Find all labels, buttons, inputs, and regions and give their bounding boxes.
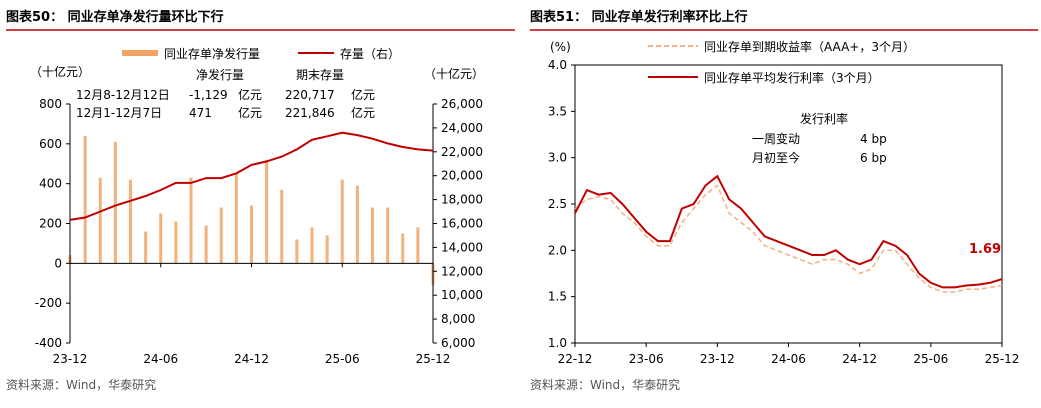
left-y-tick-label: 400 xyxy=(39,177,62,191)
issue-rate-line xyxy=(574,174,1003,289)
net-issuance-bar xyxy=(401,233,405,264)
x-tick-label: 23-06 xyxy=(629,352,664,366)
right-y-unit-label: (%) xyxy=(550,40,571,54)
left-legend-bar-label: 同业存单净发行量 xyxy=(164,46,260,61)
right-title: 图表51： 同业存单发行利率环比上行 xyxy=(530,9,748,25)
x-tick-label: 24-06 xyxy=(143,352,178,366)
x-tick-label: 23-12 xyxy=(53,352,88,366)
right-y-tick-label: 12,000 xyxy=(441,264,483,278)
net-issuance-bar xyxy=(280,189,284,264)
right-y-tick-label: 22,000 xyxy=(441,145,483,159)
rate-box-title: 发行利率 xyxy=(800,111,848,126)
right-axes: 1.0 1.5 2.0 2.5 3.0 3.5 4.0 22-12 23-06 23-12 24-0… xyxy=(548,58,1020,366)
x-tick-label: 24-12 xyxy=(842,352,877,366)
plot-frame xyxy=(574,64,1003,344)
x-tick-label: 23-12 xyxy=(700,352,735,366)
net-issuance-bar xyxy=(204,225,208,264)
net-issuance-bar xyxy=(416,227,420,264)
left-source: 资料来源：Wind，华泰研究 xyxy=(6,377,156,392)
net-issuance-bar xyxy=(295,239,299,264)
right-legend-dashed-label: 同业存单到期收益率（AAA+，3个月） xyxy=(704,39,915,54)
x-tick-label: 24-06 xyxy=(771,352,806,366)
rate-box-row-1-label: 一周变动 xyxy=(752,131,800,146)
right-y-tick-label: 14,000 xyxy=(441,240,483,254)
net-issuance-bar xyxy=(234,173,238,264)
right-y-unit: （十亿元） xyxy=(424,66,484,81)
left-legend-bar-swatch xyxy=(122,50,158,56)
left-panel: 图表50： 同业存单净发行量环比下行 同业存单净发行量 存量（右） （十亿元） … xyxy=(6,9,515,392)
net-issuance-bar xyxy=(386,207,390,264)
net-issuance-bar xyxy=(83,135,87,264)
table-row-2-stock-unit: 亿元 xyxy=(351,105,375,120)
right-y-tick-label: 10,000 xyxy=(441,288,483,302)
net-issuance-bar xyxy=(129,179,132,264)
table-row-2-stock: 221,846 xyxy=(285,106,335,120)
net-issuance-bar xyxy=(265,159,269,264)
y-tick-label: 1.5 xyxy=(548,290,567,304)
stock-line xyxy=(69,131,434,221)
net-issuance-bar xyxy=(113,141,117,264)
table-row-1-net: -1,129 xyxy=(189,88,228,102)
x-tick-label: 25-12 xyxy=(416,352,451,366)
net-issuance-bar xyxy=(159,213,163,264)
right-source: 资料来源：Wind，华泰研究 xyxy=(530,377,680,392)
table-header-net: 净发行量 xyxy=(196,67,244,82)
x-tick-label: 25-06 xyxy=(913,352,948,366)
net-issuance-bar xyxy=(250,205,253,264)
net-issuance-bar xyxy=(219,207,223,264)
right-panel: 图表51： 同业存单发行利率环比上行 (%) 同业存单到期收益率（AAA+，3个… xyxy=(530,9,1038,392)
net-issuance-bar xyxy=(325,235,329,264)
net-issuance-bar xyxy=(189,177,193,264)
right-y-tick-label: 20,000 xyxy=(441,169,483,183)
left-y-tick-label: -400 xyxy=(35,336,62,350)
y-tick-label: 3.5 xyxy=(548,104,567,118)
left-y-tick-label: -200 xyxy=(35,296,62,310)
net-issuance-bar xyxy=(310,227,314,264)
net-issuance-bar xyxy=(340,179,344,264)
right-legend-solid-label: 同业存单平均发行利率（3个月） xyxy=(704,70,880,85)
net-issuance-bar xyxy=(371,207,374,264)
net-issuance-bar xyxy=(98,177,102,264)
net-issuance-bar xyxy=(355,185,359,264)
x-tick-label: 22-12 xyxy=(558,352,593,366)
right-y-tick-label: 16,000 xyxy=(441,217,483,231)
table-row-1-stock: 220,717 xyxy=(285,88,335,102)
last-value-label: 1.69 xyxy=(969,242,1001,257)
table-header-stock: 期末存量 xyxy=(296,68,344,82)
left-y-tick-label: 600 xyxy=(39,137,62,151)
left-y-unit: （十亿元） xyxy=(30,64,90,79)
left-legend-line-label: 存量（右） xyxy=(340,46,400,61)
left-y-tick-label: 800 xyxy=(39,97,62,111)
net-issuance-bar xyxy=(174,221,178,264)
net-issuance-bar xyxy=(144,231,148,264)
left-y-tick-label: 0 xyxy=(54,256,62,270)
y-tick-label: 3.0 xyxy=(548,151,567,165)
table-row-2-period: 12月1-12月7日 xyxy=(76,106,162,120)
right-y-tick-label: 24,000 xyxy=(441,121,483,135)
right-y-tick-label: 26,000 xyxy=(441,97,483,111)
rate-box-row-1-value: 4 bp xyxy=(860,132,887,146)
rate-box-row-2-value: 6 bp xyxy=(860,151,887,165)
y-tick-label: 1.0 xyxy=(548,336,567,350)
yield-line xyxy=(574,184,1003,293)
y-tick-label: 4.0 xyxy=(548,58,567,72)
y-tick-label: 2.0 xyxy=(548,243,567,257)
table-row-2-net: 471 xyxy=(189,106,212,120)
right-y-tick-label: 18,000 xyxy=(441,193,483,207)
table-row-1-stock-unit: 亿元 xyxy=(351,87,375,102)
left-title: 图表50： 同业存单净发行量环比下行 xyxy=(6,9,224,25)
left-axes: -400 -200 0 200 400 600 800 6,000 8,000 10,000 12,… xyxy=(35,97,483,366)
x-tick-label: 24-12 xyxy=(234,352,269,366)
right-y-tick-label: 8,000 xyxy=(441,312,475,326)
table-row-1-net-unit: 亿元 xyxy=(238,87,262,102)
table-row-2-net-unit: 亿元 xyxy=(238,105,262,120)
table-row-1-period: 12月8-12月12日 xyxy=(76,88,170,102)
right-y-tick-label: 6,000 xyxy=(441,336,475,350)
x-tick-label: 25-12 xyxy=(985,352,1020,366)
y-tick-label: 2.5 xyxy=(548,197,567,211)
rate-box-row-2-label: 月初至今 xyxy=(752,150,800,165)
x-tick-label: 25-06 xyxy=(325,352,360,366)
left-y-tick-label: 200 xyxy=(39,217,62,231)
